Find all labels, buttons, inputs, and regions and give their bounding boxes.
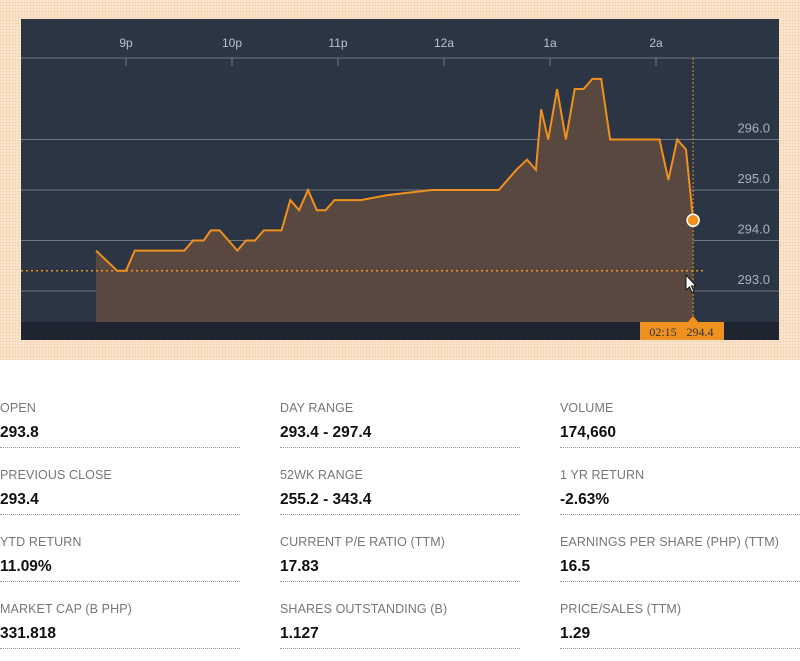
- time-tick-label: 9p: [119, 36, 133, 50]
- stat-label: PREVIOUS CLOSE: [0, 468, 112, 482]
- price-tick-label: 295.0: [737, 171, 770, 186]
- price-tick-label: 294.0: [737, 222, 770, 237]
- stat-value: 1.127: [280, 625, 319, 642]
- time-tick-label: 10p: [222, 36, 242, 50]
- stat-label: MARKET CAP (B PHP): [0, 602, 132, 616]
- stat-volume: VOLUME 174,660: [560, 393, 800, 448]
- stat-label: PRICE/SALES (TTM): [560, 602, 682, 616]
- stat-pe-ratio: CURRENT P/E RATIO (TTM) 17.83: [280, 527, 520, 582]
- stat-value: 11.09%: [0, 558, 52, 575]
- stat-value: 16.5: [560, 558, 591, 575]
- stat-market-cap: MARKET CAP (B PHP) 331.818: [0, 594, 240, 649]
- time-tick-label: 2a: [649, 36, 663, 50]
- time-tick-label: 1a: [543, 36, 557, 50]
- stat-label: SHARES OUTSTANDING (B): [280, 602, 448, 616]
- price-chart[interactable]: 9p 10p 11p 12a 1a 2a 296.0 295.0 294.0 293.0 02:15…: [0, 0, 800, 360]
- time-tick-label: 11p: [328, 36, 347, 50]
- tooltip-box: [640, 322, 724, 340]
- price-line: [95, 77, 695, 272]
- tooltip-value: 294.4: [687, 325, 714, 339]
- stat-label: CURRENT P/E RATIO (TTM): [280, 535, 446, 549]
- stat-value: -2.63%: [560, 491, 610, 508]
- stat-value: 174,660: [560, 424, 617, 441]
- stat-label: 1 YR RETURN: [560, 468, 645, 482]
- stat-value: 255.2 - 343.4: [280, 491, 372, 508]
- stat-day-range: DAY RANGE 293.4 - 297.4: [280, 393, 520, 448]
- stat-value: 1.29: [560, 625, 591, 642]
- stat-ytd-return: YTD RETURN 11.09%: [0, 527, 240, 582]
- tooltip-time: 02:15: [649, 325, 676, 339]
- stat-label: VOLUME: [560, 401, 614, 415]
- mouse-cursor-icon: [685, 273, 698, 294]
- time-tick-label: 12a: [434, 36, 454, 50]
- stat-value: 293.8: [0, 424, 39, 441]
- stat-52wk-range: 52WK RANGE 255.2 - 343.4: [280, 460, 520, 515]
- tooltip-pointer: [688, 316, 699, 322]
- price-tick-label: 296.0: [737, 121, 770, 136]
- price-area: [96, 78, 694, 323]
- stat-value: 17.83: [280, 558, 319, 575]
- stat-value: 293.4 - 297.4: [280, 424, 372, 441]
- stat-eps: EARNINGS PER SHARE (PHP) (TTM) 16.5: [560, 527, 800, 582]
- stat-label: EARNINGS PER SHARE (PHP) (TTM): [560, 535, 779, 549]
- bottom-axis-band: [21, 322, 779, 340]
- stat-price-sales: PRICE/SALES (TTM) 1.29: [560, 594, 800, 649]
- hover-point: [686, 213, 700, 228]
- stat-label: DAY RANGE: [280, 401, 354, 415]
- stats-grid: OPEN 293.8 DAY RANGE 293.4 - 297.4 VOLUM…: [0, 393, 800, 661]
- stat-value: 331.818: [0, 625, 57, 642]
- stat-open: OPEN 293.8: [0, 393, 240, 448]
- price-tick-label: 293.0: [737, 272, 770, 287]
- chart-frame: 9p 10p 11p 12a 1a 2a 296.0 295.0 294.0 293.0 02:15…: [0, 0, 800, 360]
- stat-1yr-return: 1 YR RETURN -2.63%: [560, 460, 800, 515]
- stat-previous-close: PREVIOUS CLOSE 293.4: [0, 460, 240, 515]
- stat-shares-outstanding: SHARES OUTSTANDING (B) 1.127: [280, 594, 520, 649]
- stat-value: 293.4: [0, 491, 39, 508]
- stat-label: YTD RETURN: [0, 535, 82, 549]
- stat-label: 52WK RANGE: [280, 468, 363, 482]
- stat-label: OPEN: [0, 401, 36, 415]
